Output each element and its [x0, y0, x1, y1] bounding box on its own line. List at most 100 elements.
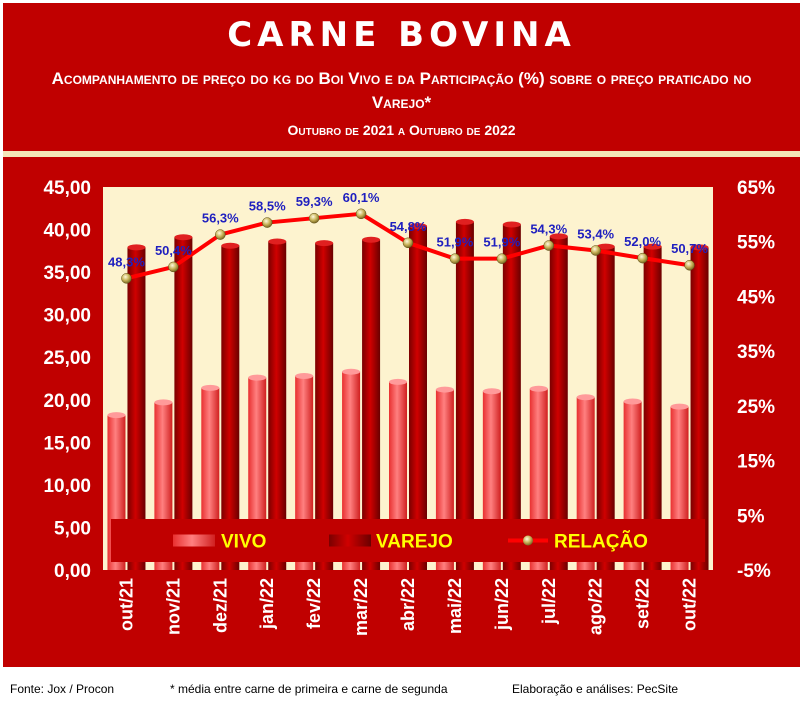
relacao-data-label: 56,3% [202, 211, 239, 226]
x-tick-label: nov/21 [163, 578, 183, 635]
legend-swatch-varejo [329, 534, 371, 547]
y-tick-label: 0,00 [54, 561, 91, 582]
bar-vivo-top [529, 385, 548, 392]
bar-varejo-top [362, 236, 381, 243]
relacao-point [355, 208, 367, 220]
relacao-point [261, 217, 273, 228]
bar-varejo [596, 246, 615, 571]
x-tick-label: mar/22 [351, 578, 371, 636]
bar-varejo-top [643, 243, 662, 250]
y-tick-label: 25,00 [43, 348, 91, 369]
bar-varejo [221, 245, 240, 570]
bar-varejo-top [549, 233, 568, 240]
relacao-point [590, 245, 601, 256]
x-tick-label: dez/21 [210, 578, 230, 633]
relacao-point [449, 253, 461, 264]
y-tick-label: 5,00 [54, 518, 91, 539]
bar-vivo-top [482, 388, 501, 395]
y2-tick-label: 35% [737, 342, 775, 363]
x-tick-label: ago/22 [586, 578, 606, 635]
bar-varejo-top [127, 244, 146, 251]
legend-marker-relacao [523, 535, 533, 546]
bar-varejo [268, 241, 287, 570]
combo-chart: 0,00 5,00 10,00 15,00 20,00 25,00 30,00 35,00 40… [43, 178, 775, 636]
plot-layer: 0,00 5,00 10,00 15,00 20,00 25,00 30,00 35,00 40… [43, 178, 775, 636]
relacao-point [215, 229, 226, 240]
bar-varejo [362, 239, 381, 570]
relacao-point [168, 261, 179, 273]
bar-vivo-top [389, 378, 407, 385]
bar-vivo-top [623, 398, 642, 405]
bar-vivo-top [435, 386, 454, 393]
x-tick-label: out/21 [116, 578, 136, 631]
credit-note: Elaboração e análises: PecSite [512, 682, 679, 696]
bar-vivo-top [576, 394, 595, 401]
bar-varejo-top [690, 244, 709, 251]
bar-varejo [409, 226, 427, 570]
bar-vivo-top [201, 384, 220, 391]
bar-vivo-top [107, 412, 126, 419]
relacao-point [496, 253, 508, 264]
bar-vivo-top [248, 374, 267, 381]
bar-varejo-top [455, 218, 474, 225]
relacao-data-label: 50,7% [671, 241, 708, 256]
relacao-data-label: 51,9% [436, 235, 473, 250]
bar-varejo-top [174, 234, 193, 241]
relacao-data-label: 54,3% [530, 222, 567, 237]
y2-tick-label: 25% [737, 397, 775, 418]
y2-tick-label: 45% [737, 287, 775, 308]
x-tick-label: mai/22 [445, 578, 465, 634]
legend-swatch-vivo [173, 534, 215, 547]
relacao-data-label: 59,3% [296, 194, 333, 209]
y2-tick-label: 15% [737, 452, 775, 473]
x-tick-label: jun/22 [492, 578, 512, 631]
bar-vivo-top [295, 372, 314, 379]
bar-varejo [127, 247, 146, 570]
relacao-point [308, 212, 320, 224]
y2-tick-label: -5% [737, 561, 771, 582]
chart-title: CARNE BOVINA [227, 15, 576, 55]
y-tick-label: 40,00 [43, 221, 91, 242]
relacao-point [543, 240, 555, 251]
chart-subtitle: Acompanhamento de preço do kg do Boi Viv… [51, 69, 752, 112]
bar-varejo [502, 224, 521, 570]
y-tick-label: 20,00 [43, 391, 91, 412]
footer: Fonte: Jox / Procon * média entre carne … [0, 676, 803, 704]
header-banner: CARNE BOVINA Acompanhamento de preço do … [3, 3, 800, 151]
x-tick-label: set/22 [633, 578, 653, 629]
relacao-data-label: 52,0% [624, 234, 661, 249]
bar-varejo-top [596, 243, 615, 250]
relacao-data-label: 48,3% [108, 254, 145, 269]
relacao-data-label: 60,1% [343, 190, 380, 205]
bar-varejo [174, 237, 193, 570]
y-tick-label: 35,00 [43, 263, 91, 284]
relacao-data-label: 58,5% [249, 199, 286, 214]
relacao-point [684, 259, 695, 271]
bar-vivo-top [154, 399, 173, 406]
x-tick-label: jan/22 [257, 578, 277, 630]
chart-period: Outubro de 2021 a Outubro de 2022 [287, 122, 516, 138]
bar-varejo [643, 246, 662, 571]
separator [3, 151, 800, 157]
relacao-data-label: 50,4% [155, 243, 192, 258]
bar-varejo [455, 221, 474, 570]
footnote: * média entre carne de primeira e carne … [170, 682, 448, 696]
y2-tick-label: 55% [737, 233, 775, 254]
bar-varejo-top [409, 223, 427, 230]
source-note: Fonte: Jox / Procon [10, 682, 115, 696]
relacao-point [121, 273, 132, 284]
bar-vivo-top [670, 403, 689, 410]
legend-label-vivo: VIVO [221, 532, 266, 553]
x-tick-label: jul/22 [539, 578, 559, 625]
x-tick-label: abr/22 [398, 578, 418, 631]
bar-varejo [549, 236, 568, 570]
y-tick-label: 45,00 [43, 178, 91, 199]
bar-varejo-top [221, 242, 240, 249]
relacao-data-label: 53,4% [577, 226, 614, 241]
relacao-point [637, 252, 648, 264]
x-tick-label: fev/22 [304, 578, 324, 629]
y-tick-label: 10,00 [43, 476, 91, 497]
bar-vivo-top [342, 368, 361, 375]
bar-varejo [690, 247, 709, 570]
relacao-data-label: 54,8% [390, 219, 427, 234]
